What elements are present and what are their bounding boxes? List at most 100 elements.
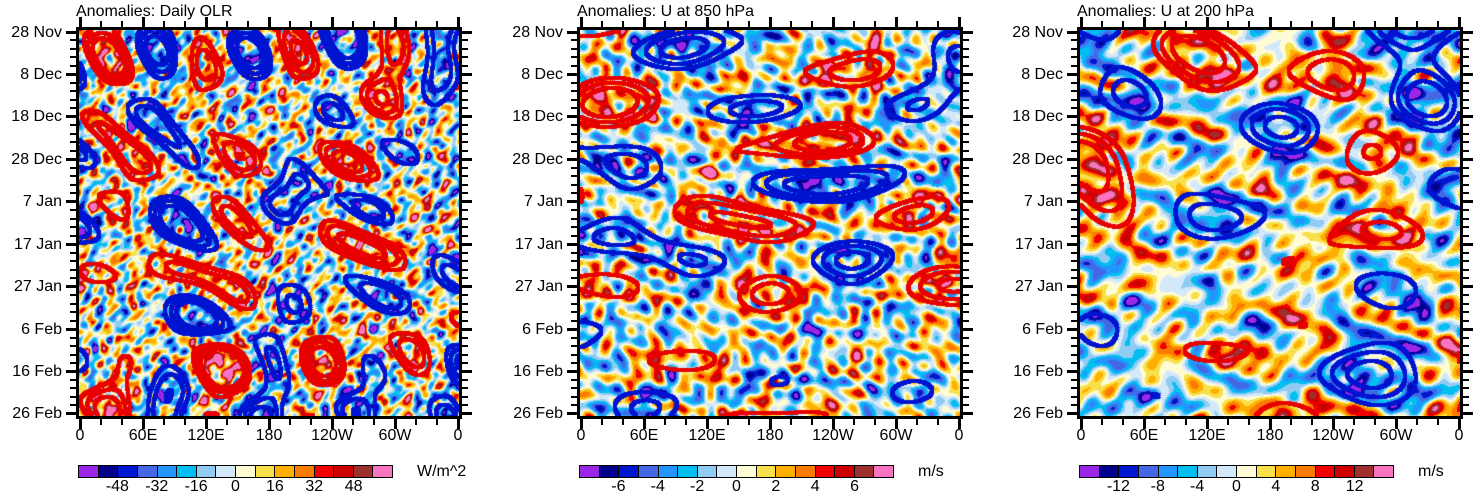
contour-plot (1067, 17, 1473, 429)
major-tick (1463, 72, 1473, 76)
minor-tick (1463, 209, 1469, 212)
colorbar-cell (1335, 466, 1355, 477)
minor-tick (571, 64, 577, 67)
colorbar-cell (737, 466, 757, 477)
minor-tick (685, 21, 687, 27)
minor-tick (1071, 395, 1077, 398)
minor-tick (571, 277, 577, 280)
major-tick (1067, 72, 1077, 76)
minor-tick (853, 21, 855, 27)
minor-tick (1290, 419, 1292, 425)
panel-u-850hpa: Anomalies: U at 850 hPa m/s 28 Nov 8 Dec 1… (512, 0, 973, 497)
major-tick (963, 115, 973, 119)
major-tick (1142, 17, 1146, 27)
major-tick (567, 285, 577, 289)
contour-field-canvas (79, 30, 459, 416)
minor-tick (963, 226, 969, 229)
minor-tick (963, 234, 969, 237)
major-tick (330, 419, 334, 429)
minor-tick (70, 56, 76, 59)
minor-tick (70, 64, 76, 67)
minor-tick (70, 294, 76, 297)
minor-tick (963, 395, 969, 398)
minor-tick (462, 226, 468, 229)
minor-tick (462, 209, 468, 212)
minor-tick (727, 21, 729, 27)
y-axis-tick-label: 18 Dec (512, 108, 563, 126)
major-tick (1205, 419, 1209, 429)
minor-tick (601, 21, 603, 27)
major-tick (705, 17, 709, 27)
minor-tick (664, 21, 666, 27)
minor-tick (874, 419, 876, 425)
minor-tick (1437, 21, 1439, 27)
major-tick (1205, 17, 1209, 27)
major-tick (567, 242, 577, 246)
minor-tick (310, 419, 312, 425)
minor-tick (622, 419, 624, 425)
major-tick (963, 157, 973, 161)
minor-tick (247, 419, 249, 425)
major-tick (1463, 285, 1473, 289)
minor-tick (70, 183, 76, 186)
panel-daily-olr: Anomalies: Daily OLR W/m^2 28 Nov 8 Dec 18… (11, 0, 472, 497)
panel-title: Anomalies: U at 850 hPa (577, 3, 754, 20)
minor-tick (1463, 124, 1469, 127)
minor-tick (1071, 302, 1077, 305)
minor-tick (963, 311, 969, 314)
colorbar-cell (137, 466, 158, 477)
major-tick (1067, 285, 1077, 289)
minor-tick (462, 90, 468, 93)
colorbar-cell (776, 466, 796, 477)
minor-tick (571, 336, 577, 339)
minor-tick (1071, 81, 1077, 84)
major-tick (66, 115, 76, 119)
colorbar-cell (98, 466, 119, 477)
colorbar-cell (1217, 466, 1237, 477)
minor-tick (963, 149, 969, 152)
minor-tick (1071, 90, 1077, 93)
x-axis-tick-label: 120E (688, 427, 726, 444)
minor-tick (1463, 56, 1469, 59)
major-tick (393, 17, 397, 27)
minor-tick (1071, 387, 1077, 390)
minor-tick (1463, 234, 1469, 237)
minor-tick (571, 166, 577, 169)
colorbar-cell (658, 466, 679, 477)
colorbar-cell (580, 466, 600, 477)
major-tick (768, 419, 772, 429)
minor-tick (1311, 419, 1313, 425)
minor-tick (571, 319, 577, 322)
minor-tick (70, 336, 76, 339)
minor-tick (462, 217, 468, 220)
y-axis-tick-label: 27 Jan (514, 278, 563, 296)
minor-tick (1248, 21, 1250, 27)
minor-tick (748, 21, 750, 27)
minor-tick (963, 183, 969, 186)
major-tick (567, 30, 577, 34)
minor-tick (1071, 98, 1077, 101)
major-tick (462, 412, 472, 416)
minor-tick (415, 21, 417, 27)
minor-tick (1071, 345, 1077, 348)
minor-tick (1353, 21, 1355, 27)
x-axis-tick-label: 0 (1076, 427, 1086, 444)
major-tick (567, 200, 577, 204)
minor-tick (571, 124, 577, 127)
major-tick (462, 200, 472, 204)
minor-tick (462, 260, 468, 263)
minor-tick (70, 149, 76, 152)
minor-tick (1071, 234, 1077, 237)
colorbar-cell (1138, 466, 1159, 477)
colorbar-tick-label: -8 (1150, 478, 1165, 495)
minor-tick (1463, 90, 1469, 93)
minor-tick (1353, 419, 1355, 425)
colorbar-cell (196, 466, 217, 477)
minor-tick (462, 141, 468, 144)
y-axis-tick-label: 28 Dec (1012, 150, 1063, 168)
minor-tick (70, 268, 76, 271)
minor-tick (1463, 294, 1469, 297)
minor-tick (571, 132, 577, 135)
minor-tick (963, 192, 969, 195)
major-tick (963, 327, 973, 331)
